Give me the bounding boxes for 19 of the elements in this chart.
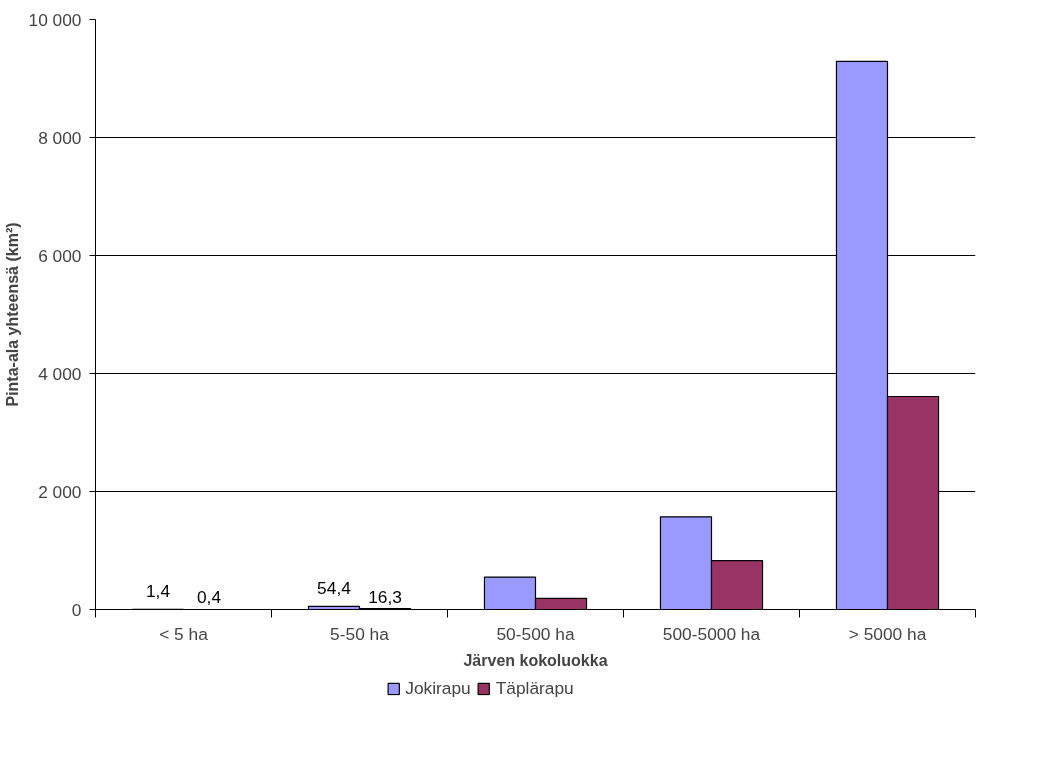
data-label: 16,3: [368, 586, 402, 607]
x-tick-label: 5-50 ha: [330, 623, 390, 644]
y-tick-label: 6 000: [38, 245, 82, 266]
x-axis-title: Järven kokoluokka: [463, 651, 608, 669]
data-label: 0,4: [196, 587, 222, 608]
y-axis-title: Pinta-ala yhteensä (km²): [3, 222, 21, 407]
legend-label: Jokirapu: [405, 677, 471, 699]
legend-label: Täplärapu: [495, 677, 574, 699]
y-tick-label: 0: [71, 599, 82, 620]
x-tick-label: < 5 ha: [159, 623, 209, 644]
x-tick-label: 500-5000 ha: [662, 623, 761, 644]
x-tick-label: 50-500 ha: [496, 623, 575, 644]
y-tick-label: 10 000: [28, 9, 82, 30]
y-tick-label: 2 000: [38, 481, 82, 502]
data-label: 54,4: [317, 578, 352, 599]
data-label: 1,4: [145, 581, 171, 602]
x-tick-label: > 5000 ha: [848, 623, 927, 644]
y-tick-label: 4 000: [38, 363, 82, 384]
y-tick-label: 8 000: [38, 127, 82, 148]
